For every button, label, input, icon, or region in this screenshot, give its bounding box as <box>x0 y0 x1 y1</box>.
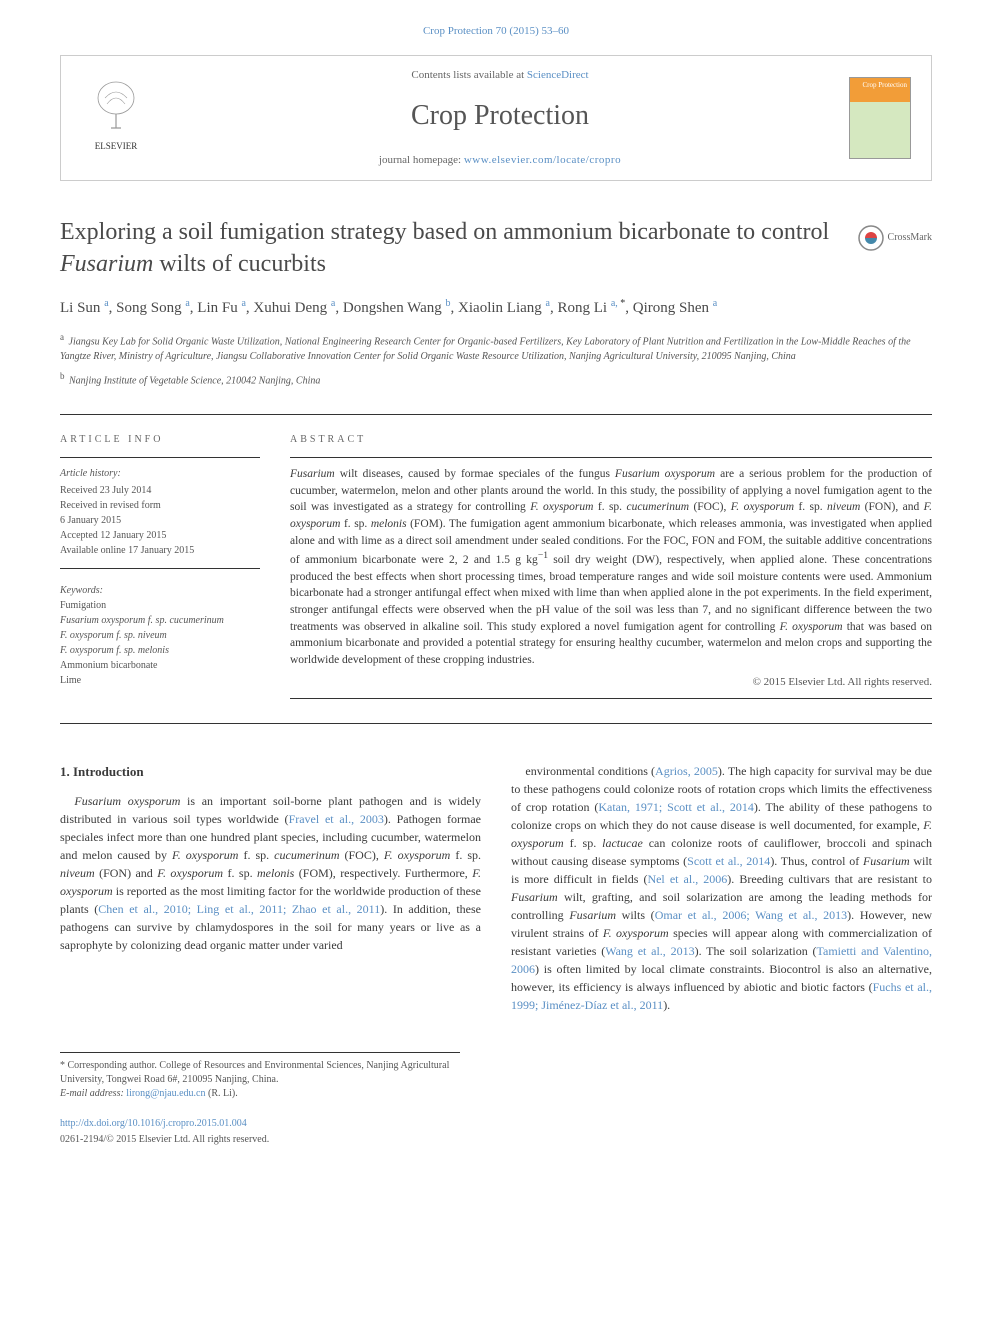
history-accepted: Accepted 12 January 2015 <box>60 528 260 543</box>
keywords: Keywords: Fumigation Fusarium oxysporum … <box>60 583 260 688</box>
column-left: 1. Introduction Fusarium oxysporum is an… <box>60 762 481 1014</box>
keywords-label: Keywords: <box>60 583 260 598</box>
issn-line: 0261-2194/© 2015 Elsevier Ltd. All right… <box>60 1133 932 1147</box>
abstract-rule <box>290 457 932 458</box>
cover-title: Crop Protection <box>862 81 907 89</box>
kw5: Ammonium bicarbonate <box>60 660 157 671</box>
email-link[interactable]: lirong@njau.edu.cn <box>126 1088 205 1099</box>
abstract-copyright: © 2015 Elsevier Ltd. All rights reserved… <box>290 675 932 690</box>
contents-label: Contents lists available at <box>411 69 524 81</box>
rule-top <box>60 414 932 415</box>
body-columns: 1. Introduction Fusarium oxysporum is an… <box>0 732 992 1034</box>
history-revised2: 6 January 2015 <box>60 513 260 528</box>
email-label: E-mail address: <box>60 1088 124 1099</box>
affiliation-a: a Jiangsu Key Lab for Solid Organic Wast… <box>60 331 932 363</box>
doi-link[interactable]: http://dx.doi.org/10.1016/j.cropro.2015.… <box>60 1118 247 1129</box>
history-label: Article history: <box>60 466 260 481</box>
abstract: ABSTRACT Fusarium wilt diseases, caused … <box>290 433 932 699</box>
intro-para-right: environmental conditions (Agrios, 2005).… <box>511 762 932 1014</box>
info-heading: ARTICLE INFO <box>60 433 260 447</box>
footnote-block: * Corresponding author. College of Resou… <box>60 1052 460 1107</box>
homepage-label: journal homepage: <box>379 154 461 166</box>
citation-line: Crop Protection 70 (2015) 53–60 <box>60 24 932 39</box>
journal-cover: Crop Protection <box>849 77 911 159</box>
title-italic: Fusarium <box>60 251 153 277</box>
kw6: Lime <box>60 675 81 686</box>
article-header: CrossMark Exploring a soil fumigation st… <box>0 189 992 406</box>
history-online: Available online 17 January 2015 <box>60 543 260 558</box>
kw3: F. oxysporum f. sp. niveum <box>60 628 260 643</box>
abstract-heading: ABSTRACT <box>290 433 932 447</box>
authors: Li Sun a, Song Song a, Lin Fu a, Xuhui D… <box>60 296 932 320</box>
email-line: E-mail address: lirong@njau.edu.cn (R. L… <box>60 1087 460 1101</box>
kw1: Fumigation <box>60 600 106 611</box>
masthead: ELSEVIER Contents lists available at Sci… <box>60 55 932 181</box>
elsevier-tree-icon <box>89 78 143 136</box>
info-rule <box>60 457 260 458</box>
abstract-text: Fusarium wilt diseases, caused by formae… <box>290 466 932 669</box>
email-name: (R. Li). <box>208 1088 238 1099</box>
intro-para-left: Fusarium oxysporum is an important soil-… <box>60 792 481 954</box>
elsevier-label: ELSEVIER <box>95 140 138 153</box>
kw4: F. oxysporum f. sp. melonis <box>60 643 260 658</box>
rule-bottom <box>60 723 932 724</box>
info-abstract-row: ARTICLE INFO Article history: Received 2… <box>0 423 992 715</box>
kw2: Fusarium oxysporum f. sp. cucumerinum <box>60 613 260 628</box>
title-pre: Exploring a soil fumigation strategy bas… <box>60 219 829 245</box>
elsevier-logo: ELSEVIER <box>81 78 151 158</box>
column-right: environmental conditions (Agrios, 2005).… <box>511 762 932 1014</box>
page-header: Crop Protection 70 (2015) 53–60 ELSEVIER… <box>0 0 992 189</box>
affil-a-text: Jiangsu Key Lab for Solid Organic Waste … <box>60 337 911 362</box>
footer: http://dx.doi.org/10.1016/j.cropro.2015.… <box>0 1107 992 1177</box>
crossmark-badge[interactable]: CrossMark <box>858 225 932 251</box>
section-heading: 1. Introduction <box>60 762 481 782</box>
title-post: wilts of cucurbits <box>153 251 326 277</box>
homepage-url[interactable]: www.elsevier.com/locate/cropro <box>464 154 621 166</box>
sciencedirect-link[interactable]: ScienceDirect <box>527 69 589 81</box>
abstract-rule-bottom <box>290 698 932 699</box>
crossmark-icon <box>858 225 884 251</box>
homepage-line: journal homepage: www.elsevier.com/locat… <box>151 153 849 168</box>
journal-name: Crop Protection <box>151 96 849 135</box>
history-received: Received 23 July 2014 <box>60 483 260 498</box>
article-title: Exploring a soil fumigation strategy bas… <box>60 217 932 279</box>
article-info: ARTICLE INFO Article history: Received 2… <box>60 433 260 699</box>
info-rule2 <box>60 568 260 569</box>
affil-b-text: Nanjing Institute of Vegetable Science, … <box>69 375 320 386</box>
crossmark-label: CrossMark <box>888 231 932 245</box>
contents-line: Contents lists available at ScienceDirec… <box>151 68 849 83</box>
corresponding-author: * Corresponding author. College of Resou… <box>60 1059 460 1087</box>
affiliation-b: b Nanjing Institute of Vegetable Science… <box>60 370 932 388</box>
masthead-center: Contents lists available at ScienceDirec… <box>151 68 849 168</box>
history-revised1: Received in revised form <box>60 498 260 513</box>
